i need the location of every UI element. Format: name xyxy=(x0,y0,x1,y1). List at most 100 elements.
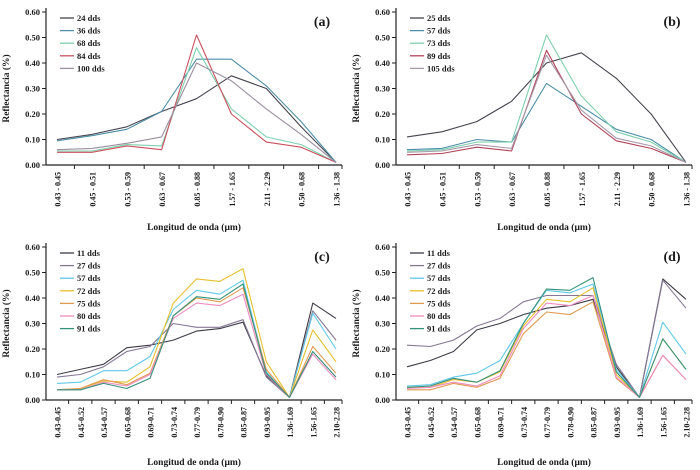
legend-label-36-dds: 36 dds xyxy=(77,26,101,36)
x-axis-title: Longitud de onda (μm) xyxy=(147,457,241,468)
x-tick-label: 0.45-0.52 xyxy=(77,407,86,438)
legend-label-75-dds: 75 dds xyxy=(427,298,451,308)
x-tick-label: 0.78-0.90 xyxy=(566,407,575,438)
x-tick-label: 0.77-0.79 xyxy=(543,407,552,438)
legend-label-68-dds: 68 dds xyxy=(77,38,101,48)
x-tick-label: 1.56-1.65 xyxy=(659,407,668,438)
panel-letter: (c) xyxy=(314,250,330,265)
x-tick-label: 0.85-0.87 xyxy=(590,407,599,438)
y-tick-label: 0.30 xyxy=(375,84,390,94)
x-tick-label: 0.54-0.57 xyxy=(100,407,109,438)
legend-label-24-dds: 24 dds xyxy=(77,13,101,23)
y-tick-label: 0.50 xyxy=(25,268,40,278)
series-line-100-dds xyxy=(56,62,337,163)
x-tick-label: 1.36 - 1.38 xyxy=(333,172,342,207)
y-tick-label: 0.60 xyxy=(375,7,390,17)
x-tick-label: 0.43 - 0.45 xyxy=(404,172,413,207)
legend-label-57-dds: 57 dds xyxy=(427,273,451,283)
y-tick-label: 0.30 xyxy=(25,319,40,329)
panel-b: 0.00 0.10 0.20 0.30 0.40 0.50 0.60 0.43 - 0.45 0… xyxy=(350,0,700,235)
x-tick-label: 0.73-0.74 xyxy=(520,407,529,438)
x-tick-label: 0.53 - 0.59 xyxy=(473,172,482,207)
x-tick-label: 0.65-0.68 xyxy=(123,407,132,438)
chart-a-svg: 0.00 0.10 0.20 0.30 0.40 0.50 0.60 0.43 - 0.45 0… xyxy=(1,7,343,233)
x-tick-label: 0.45-0.52 xyxy=(427,407,436,438)
y-tick-label: 0.40 xyxy=(25,58,40,68)
series-line-91-dds xyxy=(57,283,337,398)
panel-letter: (d) xyxy=(663,250,680,265)
series-line-91-dds xyxy=(406,277,687,398)
x-tick-label: 0.85 - 0.88 xyxy=(543,172,552,207)
y-tick-label: 0.60 xyxy=(25,242,40,252)
x-tick-label: 0.93-0.95 xyxy=(263,407,272,438)
legend-label-11-dds: 11 dds xyxy=(77,248,101,258)
x-tick-label: 1.56-1.65 xyxy=(309,407,318,438)
x-tick-label: 0.43-0.45 xyxy=(54,407,63,438)
x-tick-label: 0.53 - 0.59 xyxy=(123,172,132,207)
y-tick-label: 0.50 xyxy=(375,33,390,43)
x-tick-label: 0.69-0.71 xyxy=(147,407,156,438)
y-tick-label: 0.00 xyxy=(375,160,390,170)
legend-label-105-dds: 105 dds xyxy=(427,63,455,73)
y-tick-label: 0.30 xyxy=(25,84,40,94)
y-tick-label: 0.50 xyxy=(25,33,40,43)
x-tick-label: 0.45 - 0.51 xyxy=(88,172,97,207)
legend-label-57-dds: 57 dds xyxy=(77,273,101,283)
x-axis-title: Longitud de onda (μm) xyxy=(497,222,591,233)
x-tick-label: 1.36-1.69 xyxy=(636,407,645,438)
legend-label-25-dds: 25 dds xyxy=(427,13,451,23)
panel-letter: (a) xyxy=(314,15,331,30)
x-tick-label: 0.78-0.90 xyxy=(216,407,225,438)
x-axis-title: Longitud de onda (μm) xyxy=(147,222,241,233)
x-tick-label: 0.69-0.71 xyxy=(497,407,506,438)
panel-letter: (b) xyxy=(663,15,680,30)
x-axis-title: Longitud de onda (μm) xyxy=(497,457,591,468)
x-tick-label: 0.43-0.45 xyxy=(404,407,413,438)
y-tick-label: 0.10 xyxy=(25,370,40,380)
legend-label-27-dds: 27 dds xyxy=(427,261,451,271)
x-tick-label: 0.77-0.79 xyxy=(193,407,202,438)
x-tick-label: 1.36 - 1.38 xyxy=(683,172,692,207)
y-axis-title: Reflectancia (%) xyxy=(351,289,362,357)
y-tick-label: 0.20 xyxy=(375,109,390,119)
y-axis-title: Reflectancia (%) xyxy=(351,54,362,122)
series-line-57-dds xyxy=(406,82,687,163)
x-tick-label: 0.93-0.95 xyxy=(613,407,622,438)
y-tick-label: 0.60 xyxy=(375,242,390,252)
x-tick-label: 2.10-2.28 xyxy=(333,407,342,438)
x-tick-label: 0.50 - 0.68 xyxy=(298,172,307,207)
y-tick-label: 0.10 xyxy=(375,135,390,145)
x-tick-label: 0.43 - 0.45 xyxy=(54,172,63,207)
y-tick-label: 0.10 xyxy=(25,135,40,145)
x-tick-label: 1.57 - 1.65 xyxy=(228,172,237,207)
legend-label-11-dds: 11 dds xyxy=(427,248,451,258)
series-line-89-dds xyxy=(406,49,687,163)
legend-label-84-dds: 84 dds xyxy=(77,51,101,61)
panel-a: 0.00 0.10 0.20 0.30 0.40 0.50 0.60 0.43 - 0.45 0… xyxy=(0,0,350,235)
y-tick-label: 0.00 xyxy=(25,160,40,170)
y-tick-label: 0.10 xyxy=(375,370,390,380)
x-tick-label: 0.54-0.57 xyxy=(450,407,459,438)
legend-label-75-dds: 75 dds xyxy=(77,298,101,308)
series-line-84-dds xyxy=(57,34,337,163)
legend-label-89-dds: 89 dds xyxy=(427,51,451,61)
series-line-105-dds xyxy=(406,54,687,163)
x-tick-label: 1.57 - 1.65 xyxy=(578,172,587,207)
y-tick-label: 0.20 xyxy=(25,109,40,119)
panel-c: 0.00 0.10 0.20 0.30 0.40 0.50 0.60 0.43-0.45 0.4… xyxy=(0,235,350,470)
legend-label-91-dds: 91 dds xyxy=(427,324,451,334)
legend-label-72-dds: 72 dds xyxy=(427,286,451,296)
series-line-73-dds xyxy=(406,34,687,163)
y-tick-label: 0.50 xyxy=(375,268,390,278)
y-axis-title: Reflectancia (%) xyxy=(1,289,12,357)
x-tick-label: 0.45 - 0.51 xyxy=(438,172,447,207)
x-tick-label: 1.36-1.69 xyxy=(286,407,295,438)
chart-d-svg: 0.00 0.10 0.20 0.30 0.40 0.50 0.60 0.43-0.45 0.4… xyxy=(351,242,693,468)
x-tick-label: 0.85 - 0.88 xyxy=(193,172,202,207)
y-tick-label: 0.20 xyxy=(375,344,390,354)
y-tick-label: 0.40 xyxy=(375,293,390,303)
panel-d: 0.00 0.10 0.20 0.30 0.40 0.50 0.60 0.43-0.45 0.4… xyxy=(350,235,700,470)
series-line-25-dds xyxy=(406,52,687,163)
x-tick-label: 0.63 - 0.67 xyxy=(158,172,167,207)
